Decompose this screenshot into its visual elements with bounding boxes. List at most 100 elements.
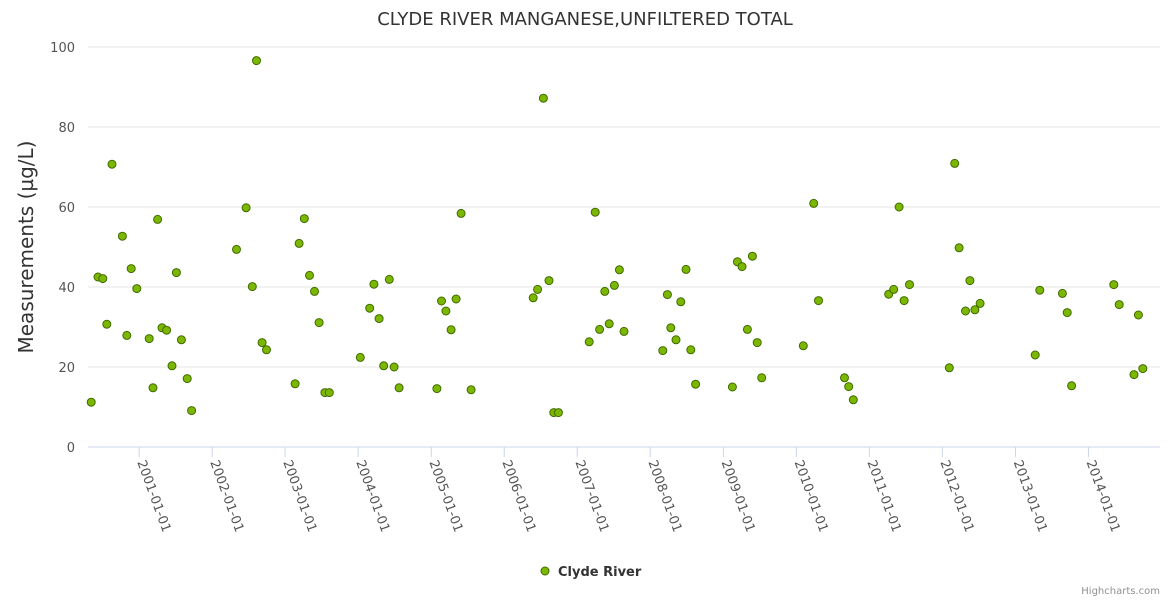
data-point[interactable]	[544, 276, 554, 286]
data-point[interactable]	[533, 284, 543, 294]
data-point[interactable]	[324, 388, 334, 398]
credits-link[interactable]: Highcharts.com	[1081, 586, 1160, 597]
data-point[interactable]	[451, 294, 461, 304]
data-point[interactable]	[290, 379, 300, 389]
data-point[interactable]	[1109, 280, 1119, 290]
data-point[interactable]	[310, 286, 319, 296]
data-point[interactable]	[176, 335, 186, 345]
data-point[interactable]	[148, 383, 158, 393]
data-point[interactable]	[252, 56, 261, 66]
data-point[interactable]	[538, 93, 548, 103]
legend[interactable]: Clyde River	[540, 565, 642, 580]
data-point[interactable]	[742, 324, 752, 334]
data-point[interactable]	[681, 264, 691, 274]
data-point[interactable]	[374, 314, 384, 324]
data-point[interactable]	[262, 345, 271, 355]
data-point[interactable]	[727, 382, 737, 392]
data-point[interactable]	[584, 337, 594, 347]
data-point[interactable]	[944, 363, 954, 373]
series-clyde-river[interactable]	[86, 56, 1148, 418]
data-point[interactable]	[247, 282, 257, 292]
data-point[interactable]	[171, 268, 181, 278]
data-point[interactable]	[232, 244, 241, 254]
data-point[interactable]	[102, 319, 112, 329]
data-point[interactable]	[676, 297, 686, 307]
data-point[interactable]	[691, 379, 701, 389]
data-point[interactable]	[86, 397, 96, 407]
data-point[interactable]	[553, 408, 563, 418]
data-point[interactable]	[747, 251, 757, 261]
data-point[interactable]	[975, 298, 985, 308]
data-point[interactable]	[1057, 288, 1067, 298]
data-point[interactable]	[1129, 370, 1139, 380]
data-point[interactable]	[809, 198, 819, 208]
data-point[interactable]	[894, 202, 904, 212]
data-point[interactable]	[961, 306, 970, 316]
data-point[interactable]	[384, 274, 394, 284]
data-point[interactable]	[153, 214, 163, 224]
data-point[interactable]	[162, 325, 172, 335]
data-point[interactable]	[970, 305, 980, 315]
data-point[interactable]	[844, 382, 854, 392]
data-point[interactable]	[686, 345, 696, 355]
data-point[interactable]	[1114, 300, 1124, 310]
data-point[interactable]	[671, 335, 681, 345]
data-point[interactable]	[437, 296, 446, 306]
data-point[interactable]	[590, 207, 600, 217]
data-point[interactable]	[905, 280, 914, 290]
data-point[interactable]	[144, 334, 154, 344]
data-point[interactable]	[1030, 350, 1040, 360]
data-point[interactable]	[305, 270, 314, 280]
data-point[interactable]	[840, 373, 849, 383]
data-point[interactable]	[1062, 308, 1072, 318]
data-point[interactable]	[737, 262, 747, 272]
data-point[interactable]	[889, 284, 899, 294]
data-point[interactable]	[528, 293, 538, 303]
data-point[interactable]	[757, 373, 767, 383]
data-point[interactable]	[814, 296, 823, 306]
data-point[interactable]	[432, 384, 442, 394]
data-point[interactable]	[122, 330, 132, 340]
data-point[interactable]	[294, 238, 304, 248]
data-point[interactable]	[355, 352, 365, 362]
data-point[interactable]	[257, 338, 267, 348]
data-point[interactable]	[798, 341, 808, 351]
data-point[interactable]	[1067, 381, 1077, 391]
data-point[interactable]	[619, 326, 629, 336]
data-point[interactable]	[365, 303, 375, 313]
data-point[interactable]	[314, 318, 324, 328]
data-point[interactable]	[950, 158, 960, 168]
data-point[interactable]	[98, 274, 108, 284]
data-point[interactable]	[954, 243, 964, 253]
data-point[interactable]	[965, 276, 975, 286]
data-point[interactable]	[666, 323, 676, 333]
data-point[interactable]	[379, 361, 389, 371]
data-point[interactable]	[369, 279, 379, 289]
data-point[interactable]	[614, 265, 624, 275]
data-point[interactable]	[658, 346, 668, 356]
data-point[interactable]	[1133, 310, 1143, 320]
data-point[interactable]	[394, 383, 404, 393]
data-point[interactable]	[848, 395, 858, 405]
data-point[interactable]	[595, 324, 605, 334]
data-point[interactable]	[1138, 364, 1148, 374]
legend-item-label[interactable]: Clyde River	[558, 565, 642, 580]
data-point[interactable]	[466, 385, 476, 395]
data-point[interactable]	[609, 280, 619, 290]
data-point[interactable]	[456, 208, 466, 218]
data-point[interactable]	[187, 406, 197, 416]
data-point[interactable]	[1035, 285, 1045, 295]
data-point[interactable]	[126, 264, 136, 274]
data-point[interactable]	[441, 306, 451, 316]
data-point[interactable]	[446, 325, 456, 335]
data-point[interactable]	[117, 231, 127, 241]
data-point[interactable]	[241, 203, 251, 213]
data-point[interactable]	[662, 290, 672, 300]
data-point[interactable]	[132, 284, 142, 294]
data-point[interactable]	[182, 374, 192, 384]
data-point[interactable]	[389, 362, 399, 372]
data-point[interactable]	[899, 296, 909, 306]
data-point[interactable]	[167, 361, 177, 371]
data-point[interactable]	[107, 159, 117, 169]
data-point[interactable]	[604, 319, 614, 329]
